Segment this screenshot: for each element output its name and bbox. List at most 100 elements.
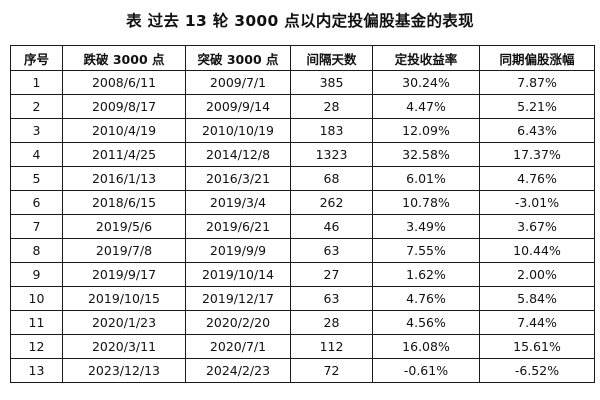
cell-equity-fund-gain: 7.44% — [479, 310, 595, 335]
table-row: 13 2023/12/13 2024/2/23 72 -0.61% -6.52% — [10, 358, 595, 383]
cell-index: 8 — [10, 238, 63, 263]
cell-break-below-date: 2016/1/13 — [62, 166, 186, 191]
cell-index: 9 — [10, 262, 63, 287]
cell-break-below-date: 2011/4/25 — [62, 142, 186, 167]
column-header-interval-days: 间隔天数 — [290, 45, 373, 71]
cell-break-above-date: 2009/7/1 — [185, 70, 291, 95]
table-header-row: 序号 跌破 3000 点 突破 3000 点 间隔天数 定投收益率 同期偏股涨幅 — [10, 45, 595, 71]
cell-break-below-date: 2019/5/6 — [62, 214, 186, 239]
cell-sip-return: 12.09% — [372, 118, 480, 143]
cell-break-above-date: 2020/2/20 — [185, 310, 291, 335]
cell-sip-return: 6.01% — [372, 166, 480, 191]
cell-break-above-date: 2010/10/19 — [185, 118, 291, 143]
cell-break-below-date: 2019/9/17 — [62, 262, 186, 287]
cell-equity-fund-gain: 3.67% — [479, 214, 595, 239]
cell-index: 11 — [10, 310, 63, 335]
table-body: 1 2008/6/11 2009/7/1 385 30.24% 7.87% 2 2009/8/… — [10, 70, 595, 383]
cell-index: 6 — [10, 190, 63, 215]
cell-index: 4 — [10, 142, 63, 167]
cell-break-below-date: 2023/12/13 — [62, 358, 186, 383]
cell-equity-fund-gain: 17.37% — [479, 142, 595, 167]
table-row: 12 2020/3/11 2020/7/1 112 16.08% 15.61% — [10, 334, 595, 359]
table-title: 表 过去 13 轮 3000 点以内定投偏股基金的表现 — [126, 12, 474, 30]
cell-break-above-date: 2019/12/17 — [185, 286, 291, 311]
cell-interval-days: 63 — [290, 286, 373, 311]
column-header-index: 序号 — [10, 45, 63, 71]
column-header-break-above-date: 突破 3000 点 — [185, 45, 291, 71]
cell-interval-days: 1323 — [290, 142, 373, 167]
cell-break-above-date: 2014/12/8 — [185, 142, 291, 167]
cell-equity-fund-gain: 5.84% — [479, 286, 595, 311]
cell-sip-return: -0.61% — [372, 358, 480, 383]
column-header-sip-return: 定投收益率 — [372, 45, 480, 71]
cell-equity-fund-gain: 7.87% — [479, 70, 595, 95]
cell-equity-fund-gain: 6.43% — [479, 118, 595, 143]
cell-index: 13 — [10, 358, 63, 383]
cell-break-above-date: 2019/10/14 — [185, 262, 291, 287]
cell-break-below-date: 2020/1/23 — [62, 310, 186, 335]
data-table: 序号 跌破 3000 点 突破 3000 点 间隔天数 定投收益率 同期偏股涨幅… — [10, 45, 595, 383]
cell-interval-days: 27 — [290, 262, 373, 287]
cell-equity-fund-gain: 2.00% — [479, 262, 595, 287]
cell-break-below-date: 2010/4/19 — [62, 118, 186, 143]
cell-index: 7 — [10, 214, 63, 239]
cell-interval-days: 183 — [290, 118, 373, 143]
table-row: 10 2019/10/15 2019/12/17 63 4.76% 5.84% — [10, 286, 595, 311]
cell-index: 10 — [10, 286, 63, 311]
cell-sip-return: 30.24% — [372, 70, 480, 95]
cell-sip-return: 16.08% — [372, 334, 480, 359]
cell-break-above-date: 2019/9/9 — [185, 238, 291, 263]
table-row: 7 2019/5/6 2019/6/21 46 3.49% 3.67% — [10, 214, 595, 239]
cell-interval-days: 28 — [290, 94, 373, 119]
cell-break-above-date: 2019/6/21 — [185, 214, 291, 239]
cell-equity-fund-gain: 10.44% — [479, 238, 595, 263]
cell-index: 2 — [10, 94, 63, 119]
cell-sip-return: 10.78% — [372, 190, 480, 215]
cell-equity-fund-gain: 15.61% — [479, 334, 595, 359]
table-row: 3 2010/4/19 2010/10/19 183 12.09% 6.43% — [10, 118, 595, 143]
cell-interval-days: 63 — [290, 238, 373, 263]
cell-interval-days: 72 — [290, 358, 373, 383]
column-header-break-below-date: 跌破 3000 点 — [62, 45, 186, 71]
cell-interval-days: 68 — [290, 166, 373, 191]
table-row: 6 2018/6/15 2019/3/4 262 10.78% -3.01% — [10, 190, 595, 215]
cell-break-below-date: 2019/10/15 — [62, 286, 186, 311]
cell-sip-return: 1.62% — [372, 262, 480, 287]
cell-index: 12 — [10, 334, 63, 359]
cell-break-above-date: 2009/9/14 — [185, 94, 291, 119]
cell-interval-days: 385 — [290, 70, 373, 95]
cell-sip-return: 4.56% — [372, 310, 480, 335]
cell-sip-return: 4.47% — [372, 94, 480, 119]
cell-index: 3 — [10, 118, 63, 143]
cell-break-above-date: 2016/3/21 — [185, 166, 291, 191]
cell-break-above-date: 2024/2/23 — [185, 358, 291, 383]
cell-index: 1 — [10, 70, 63, 95]
table-row: 5 2016/1/13 2016/3/21 68 6.01% 4.76% — [10, 166, 595, 191]
table-row: 11 2020/1/23 2020/2/20 28 4.56% 7.44% — [10, 310, 595, 335]
cell-interval-days: 46 — [290, 214, 373, 239]
cell-break-below-date: 2019/7/8 — [62, 238, 186, 263]
cell-index: 5 — [10, 166, 63, 191]
cell-equity-fund-gain: 4.76% — [479, 166, 595, 191]
cell-interval-days: 28 — [290, 310, 373, 335]
cell-interval-days: 262 — [290, 190, 373, 215]
cell-break-below-date: 2008/6/11 — [62, 70, 186, 95]
cell-break-below-date: 2020/3/11 — [62, 334, 186, 359]
cell-equity-fund-gain: -6.52% — [479, 358, 595, 383]
cell-sip-return: 7.55% — [372, 238, 480, 263]
cell-sip-return: 4.76% — [372, 286, 480, 311]
table-row: 1 2008/6/11 2009/7/1 385 30.24% 7.87% — [10, 70, 595, 95]
cell-equity-fund-gain: -3.01% — [479, 190, 595, 215]
cell-sip-return: 3.49% — [372, 214, 480, 239]
table-row: 2 2009/8/17 2009/9/14 28 4.47% 5.21% — [10, 94, 595, 119]
cell-break-below-date: 2009/8/17 — [62, 94, 186, 119]
cell-break-below-date: 2018/6/15 — [62, 190, 186, 215]
cell-break-above-date: 2019/3/4 — [185, 190, 291, 215]
table-row: 4 2011/4/25 2014/12/8 1323 32.58% 17.37% — [10, 142, 595, 167]
cell-break-above-date: 2020/7/1 — [185, 334, 291, 359]
cell-equity-fund-gain: 5.21% — [479, 94, 595, 119]
table-row: 9 2019/9/17 2019/10/14 27 1.62% 2.00% — [10, 262, 595, 287]
column-header-equity-fund-gain: 同期偏股涨幅 — [479, 45, 595, 71]
table-row: 8 2019/7/8 2019/9/9 63 7.55% 10.44% — [10, 238, 595, 263]
